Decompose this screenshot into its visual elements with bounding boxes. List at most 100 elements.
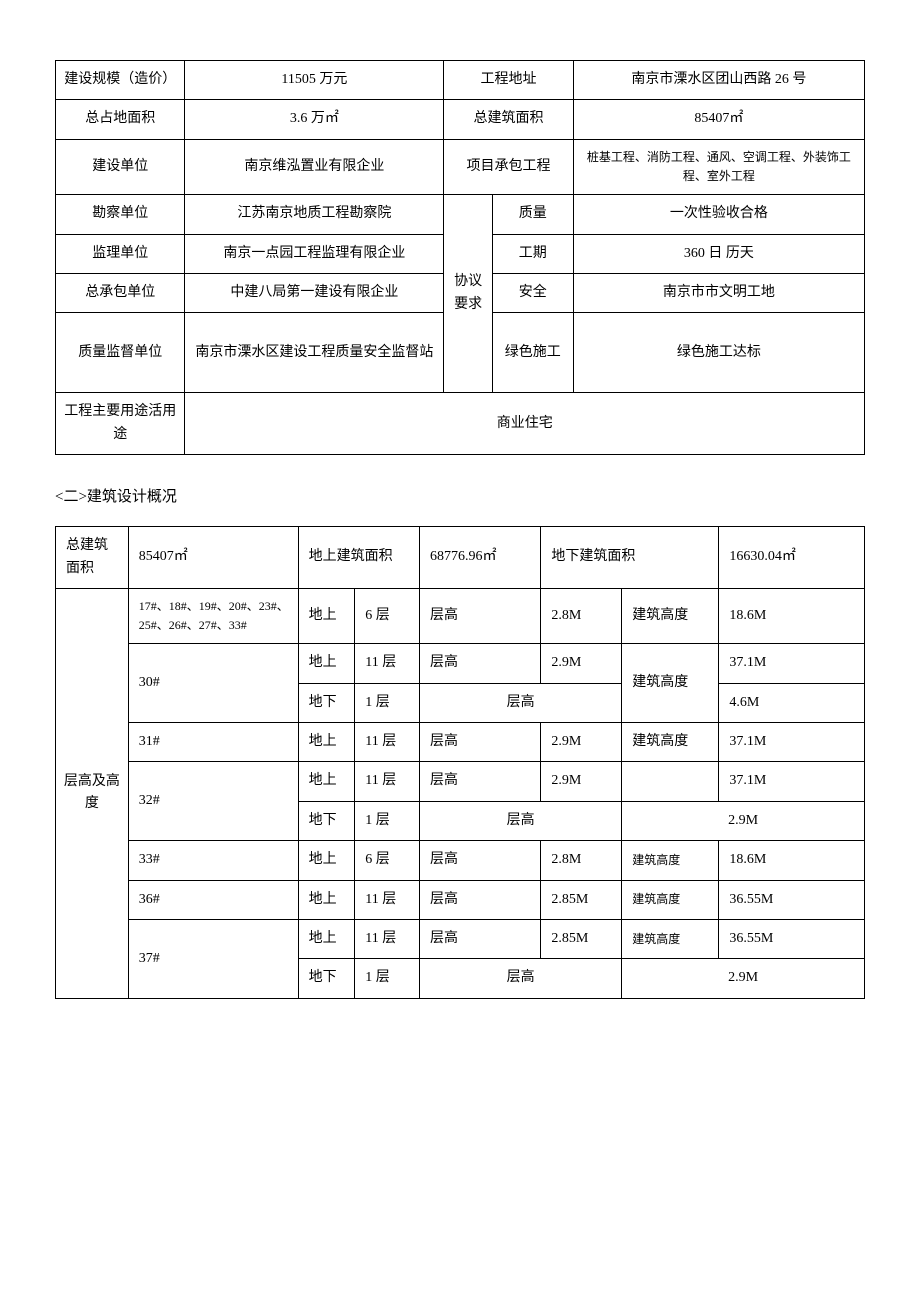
loc: 地下	[298, 683, 355, 722]
section-title: <二>建筑设计概况	[55, 485, 865, 506]
bh: 4.6M	[719, 683, 865, 722]
ceil-label: 层高	[420, 762, 541, 801]
floors: 11 层	[355, 920, 420, 959]
floors: 11 层	[355, 762, 420, 801]
ceil-label: 层高	[420, 588, 541, 643]
bldg: 37#	[128, 920, 298, 999]
value: 85407㎡	[128, 527, 298, 589]
floors: 6 层	[355, 588, 420, 643]
loc: 地上	[298, 588, 355, 643]
ceil: 2.8M	[541, 841, 622, 880]
value: 85407㎡	[573, 100, 864, 139]
bh: 37.1M	[719, 723, 865, 762]
bldg: 31#	[128, 723, 298, 762]
loc: 地下	[298, 801, 355, 840]
label: 总建筑面积	[56, 527, 129, 589]
bh: 36.55M	[719, 880, 865, 919]
value: 一次性验收合格	[573, 195, 864, 234]
ceil-label: 层高	[420, 723, 541, 762]
bh-label: 建筑高度	[622, 920, 719, 959]
project-info-table: 建设规模（造价） 11505 万元 工程地址 南京市溧水区团山西路 26 号 总…	[55, 60, 865, 455]
bh-label: 建筑高度	[622, 588, 719, 643]
value: 南京维泓置业有限企业	[185, 139, 444, 194]
floors: 11 层	[355, 644, 420, 683]
bldg: 33#	[128, 841, 298, 880]
label: 工期	[492, 234, 573, 273]
label: 总承包单位	[56, 273, 185, 312]
bldg: 30#	[128, 644, 298, 723]
bh: 2.9M	[622, 801, 865, 840]
value: 南京市溧水区建设工程质量安全监督站	[185, 313, 444, 393]
ceil-label: 层高	[420, 801, 622, 840]
ceil-label: 层高	[420, 959, 622, 998]
value: 商业住宅	[185, 393, 865, 455]
bh: 36.55M	[719, 920, 865, 959]
value: 3.6 万㎡	[185, 100, 444, 139]
ceil-label: 层高	[420, 920, 541, 959]
bldg: 36#	[128, 880, 298, 919]
value: 桩基工程、消防工程、通风、空调工程、外装饰工程、室外工程	[573, 139, 864, 194]
label: 工程主要用途活用途	[56, 393, 185, 455]
label: 建设单位	[56, 139, 185, 194]
floors: 11 层	[355, 723, 420, 762]
label: 协议要求	[444, 195, 493, 393]
label: 总建筑面积	[444, 100, 573, 139]
value: 南京一点园工程监理有限企业	[185, 234, 444, 273]
label: 勘察单位	[56, 195, 185, 234]
floors: 6 层	[355, 841, 420, 880]
label: 地上建筑面积	[298, 527, 419, 589]
ceil: 2.9M	[541, 762, 622, 801]
loc: 地上	[298, 841, 355, 880]
floors: 1 层	[355, 959, 420, 998]
bh: 18.6M	[719, 841, 865, 880]
label: 绿色施工	[492, 313, 573, 393]
bh-label	[622, 762, 719, 801]
ceil: 2.9M	[541, 723, 622, 762]
floors: 1 层	[355, 801, 420, 840]
bh: 37.1M	[719, 644, 865, 683]
ceil: 2.8M	[541, 588, 622, 643]
label: 地下建筑面积	[541, 527, 719, 589]
value: 南京市市文明工地	[573, 273, 864, 312]
value: 360 日 历天	[573, 234, 864, 273]
label: 项目承包工程	[444, 139, 573, 194]
ceil: 2.85M	[541, 880, 622, 919]
value: 68776.96㎡	[420, 527, 541, 589]
value: 11505 万元	[185, 61, 444, 100]
label: 建设规模（造价）	[56, 61, 185, 100]
bh: 37.1M	[719, 762, 865, 801]
loc: 地上	[298, 880, 355, 919]
label: 工程地址	[444, 61, 573, 100]
loc: 地上	[298, 920, 355, 959]
label: 质量	[492, 195, 573, 234]
value: 江苏南京地质工程勘察院	[185, 195, 444, 234]
loc: 地上	[298, 762, 355, 801]
bh-label: 建筑高度	[622, 723, 719, 762]
label: 监理单位	[56, 234, 185, 273]
value: 16630.04㎡	[719, 527, 865, 589]
value: 绿色施工达标	[573, 313, 864, 393]
bldg: 17#、18#、19#、20#、23#、25#、26#、27#、33#	[128, 588, 298, 643]
bldg: 32#	[128, 762, 298, 841]
ceil-label: 层高	[420, 644, 541, 683]
loc: 地下	[298, 959, 355, 998]
bh-label: 建筑高度	[622, 644, 719, 723]
ceil-label: 层高	[420, 841, 541, 880]
ceil-label: 层高	[420, 880, 541, 919]
bh: 18.6M	[719, 588, 865, 643]
building-design-table: 总建筑面积 85407㎡ 地上建筑面积 68776.96㎡ 地下建筑面积 166…	[55, 526, 865, 999]
label: 质量监督单位	[56, 313, 185, 393]
loc: 地上	[298, 644, 355, 683]
bh-label: 建筑高度	[622, 841, 719, 880]
row-label: 层高及高度	[56, 588, 129, 998]
bh: 2.9M	[622, 959, 865, 998]
value: 中建八局第一建设有限企业	[185, 273, 444, 312]
ceil: 2.9M	[541, 644, 622, 683]
label: 安全	[492, 273, 573, 312]
ceil: 2.85M	[541, 920, 622, 959]
bh-label: 建筑高度	[622, 880, 719, 919]
floors: 1 层	[355, 683, 420, 722]
value: 南京市溧水区团山西路 26 号	[573, 61, 864, 100]
loc: 地上	[298, 723, 355, 762]
label: 总占地面积	[56, 100, 185, 139]
